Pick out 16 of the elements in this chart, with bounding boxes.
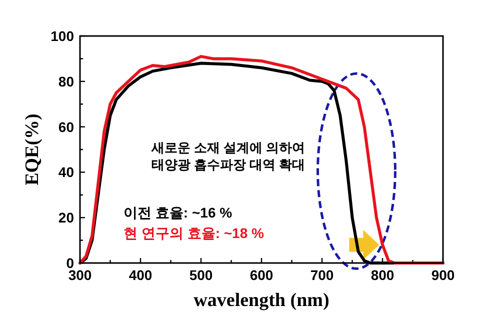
y-tick-label: 40 — [58, 164, 74, 180]
y-tick-label: 80 — [58, 73, 74, 90]
x-tick-label: 700 — [310, 267, 334, 283]
x-axis-title: wavelength (nm) — [194, 290, 330, 311]
y-tick-label: 60 — [58, 118, 74, 135]
y-axis-title: EQE(%) — [22, 114, 43, 186]
x-tick-label: 400 — [128, 267, 152, 283]
y-tick-label: 20 — [58, 210, 74, 226]
annotation: 이전 효율: ~16 % — [124, 204, 233, 221]
annotation: 새로운 소재 설계에 의하여 태양광 흡수파장 대역 확대 — [150, 140, 306, 172]
x-tick-label: 500 — [189, 267, 213, 283]
x-tick-label: 800 — [370, 267, 394, 283]
y-tick-label: 100 — [50, 28, 74, 44]
x-tick-label: 600 — [250, 267, 274, 283]
annotation: 현 연구의 효율: ~18 % — [124, 225, 265, 242]
x-tick-label: 900 — [431, 267, 455, 283]
